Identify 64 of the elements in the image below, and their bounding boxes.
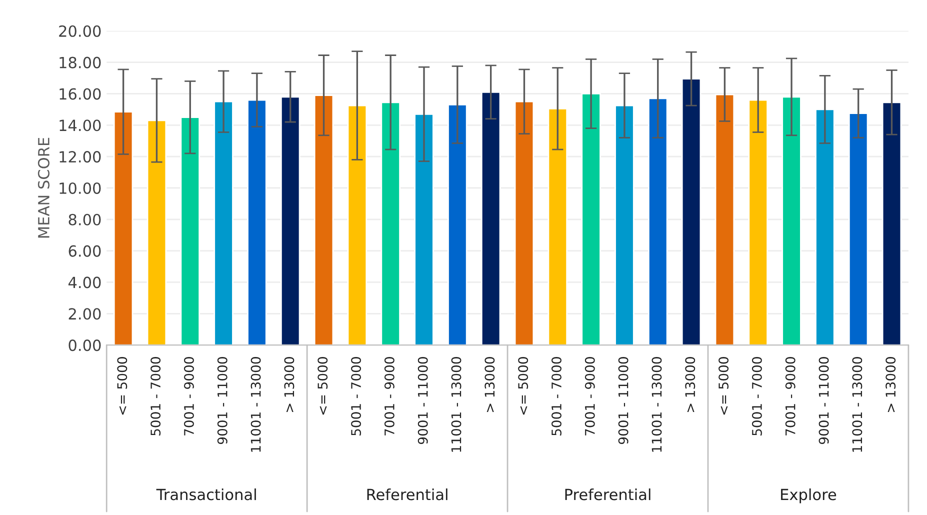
x-tick-label: 9001 - 11000	[418, 357, 428, 444]
x-tick-label: > 13000	[484, 357, 495, 412]
x-tick-label: 11001 - 13000	[451, 357, 462, 452]
x-tick-label: 9001 - 11000	[217, 357, 228, 444]
x-tick-label: 7001 - 9000	[184, 357, 194, 436]
bar	[681, 78, 702, 346]
bar	[314, 94, 334, 346]
bar	[414, 113, 434, 346]
x-tick-label: 7001 - 9000	[584, 357, 595, 436]
bar	[815, 108, 835, 346]
x-tick-label: <= 5000	[718, 357, 729, 415]
x-tick-label: 5001 - 7000	[351, 357, 362, 436]
bar	[380, 102, 400, 346]
x-tick-label: 11001 - 13000	[652, 357, 662, 452]
bar	[347, 104, 368, 346]
x-tick-label: > 13000	[685, 357, 696, 412]
x-tick-label: > 13000	[886, 357, 896, 412]
y-tick-label: 0.00	[68, 340, 101, 352]
bar	[714, 94, 735, 346]
y-tick-label: 2.00	[68, 308, 101, 320]
x-tick-label: 7001 - 9000	[785, 357, 796, 436]
x-tick-label: 9001 - 11000	[818, 357, 829, 444]
bar	[448, 104, 468, 346]
y-tick-label: 10.00	[60, 182, 101, 194]
x-tick-label: 11001 - 13000	[852, 357, 862, 452]
bar	[748, 99, 768, 346]
bar	[180, 116, 200, 346]
y-axis-title: MEAN SCORE	[38, 138, 50, 238]
bar	[782, 96, 802, 346]
x-tick-label: <= 5000	[518, 357, 528, 415]
y-tick-label: 16.00	[60, 88, 101, 100]
bar	[113, 111, 134, 346]
text: Transactional	[156, 488, 256, 500]
bar	[480, 91, 501, 346]
y-tick-label: 8.00	[68, 214, 101, 226]
bar	[214, 100, 234, 346]
y-tick-label: 12.00	[60, 151, 101, 163]
x-tick-label: 11001 - 13000	[250, 357, 261, 452]
x-tick-label: 5001 - 7000	[752, 357, 762, 436]
y-tick-label: 4.00	[68, 276, 101, 288]
x-tick-label: > 13000	[284, 357, 294, 412]
x-tick-label: <= 5000	[318, 357, 328, 415]
x-tick-label: 7001 - 9000	[384, 357, 394, 436]
x-tick-label: <= 5000	[117, 357, 128, 415]
bar	[648, 98, 668, 346]
y-tick-label: 18.00	[60, 56, 101, 68]
bar	[146, 120, 167, 346]
x-tick-label: 5001 - 7000	[150, 357, 161, 436]
bar	[280, 96, 300, 346]
text: Preferential	[565, 488, 650, 500]
y-tick-label: 14.00	[60, 120, 101, 132]
bar	[247, 99, 267, 346]
bar	[514, 100, 534, 346]
bar	[848, 112, 868, 346]
text: Explore	[781, 488, 836, 504]
bar	[882, 102, 902, 346]
bar	[548, 108, 568, 346]
bar	[614, 104, 634, 346]
bar	[581, 93, 601, 346]
x-tick-label: 9001 - 11000	[618, 357, 628, 444]
x-tick-label: 5001 - 7000	[551, 357, 562, 436]
y-tick-label: 6.00	[68, 245, 101, 257]
y-tick-label: 20.00	[59, 25, 101, 37]
text: Referential	[367, 488, 448, 500]
